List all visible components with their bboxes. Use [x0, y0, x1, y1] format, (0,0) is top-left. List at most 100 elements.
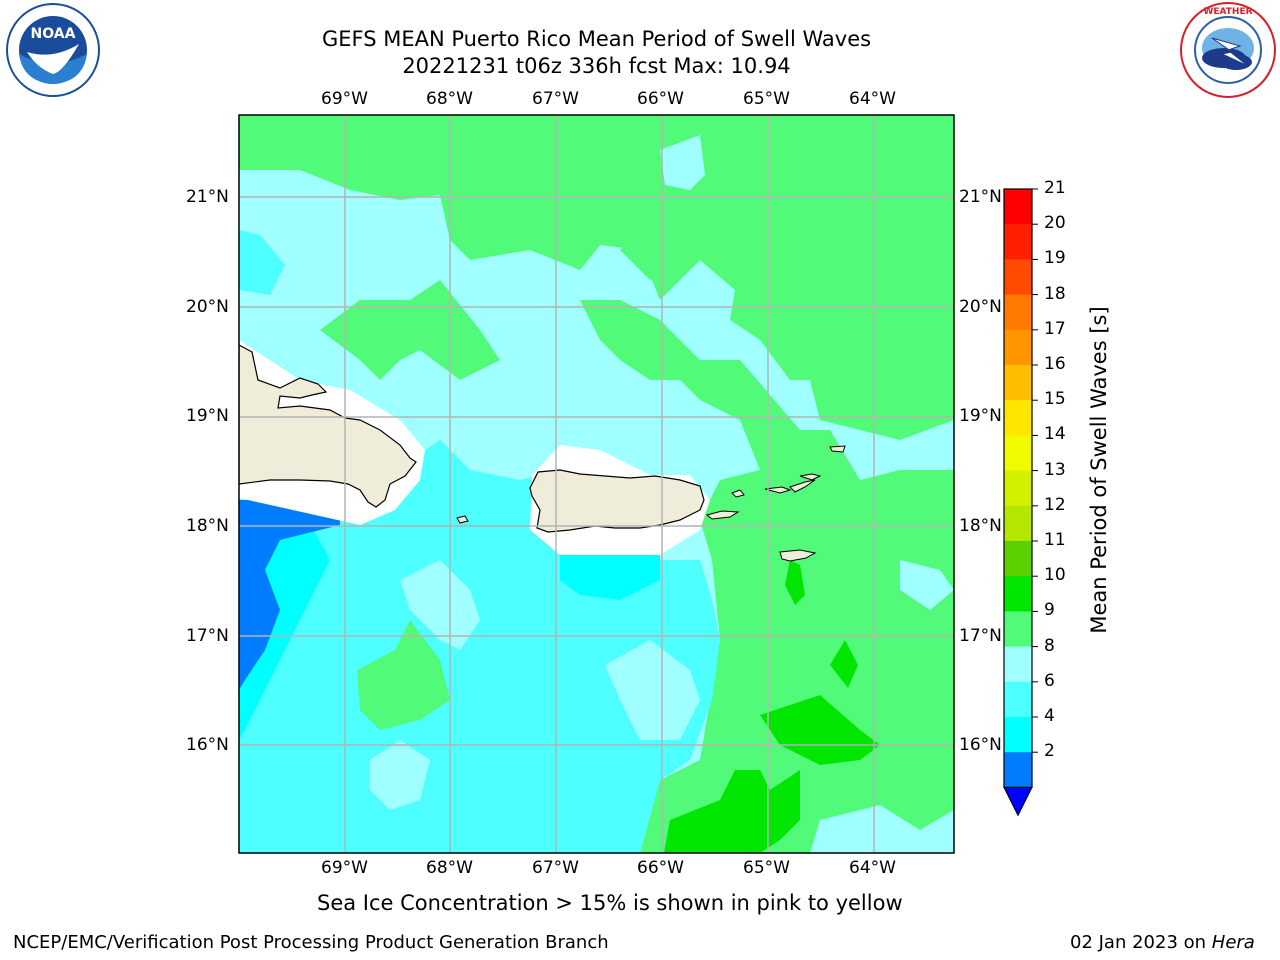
lat-label-left: 21°N [186, 187, 229, 207]
lon-label-top: 69°W [321, 89, 368, 109]
lat-label-right: 17°N [959, 626, 1002, 646]
st-croix-island [779, 549, 817, 562]
field-8-9 [605, 640, 700, 740]
colorbar-segment [1004, 576, 1032, 612]
lat-label-right: 21°N [959, 187, 1002, 207]
lon-label-top: 65°W [743, 89, 790, 109]
field-8-9 [810, 805, 954, 853]
field-9-10 [357, 620, 450, 730]
lat-label-left: 18°N [186, 516, 229, 536]
virgin-islands [799, 473, 822, 481]
lon-label-top: 64°W [849, 89, 896, 109]
lon-label-top: 67°W [532, 89, 579, 109]
plot-title-line1: GEFS MEAN Puerto Rico Mean Period of Swe… [321, 27, 872, 51]
lon-label-top: 68°W [426, 89, 473, 109]
colorbar-frame [1003, 188, 1033, 789]
lon-label-bottom: 66°W [637, 858, 684, 878]
colorbar-segment [1004, 611, 1032, 648]
virgin-islands [789, 479, 816, 493]
colorbar-segment [1004, 470, 1032, 507]
lat-label-right: 20°N [959, 297, 1002, 317]
colorbar-tick-label: 13 [1044, 459, 1066, 480]
colorbar-segment [1004, 505, 1032, 542]
colorbar-segment [1004, 752, 1032, 788]
host-name: Hera [1211, 932, 1255, 953]
puerto-rico-land [529, 469, 705, 533]
field-6-8 [239, 230, 285, 295]
field-8-9 [660, 135, 705, 190]
field-10-11 [785, 560, 805, 605]
noaa-logo-text: NOAA [31, 26, 76, 42]
noaa-logo: NOAA [3, 2, 103, 98]
lat-label-right: 19°N [959, 406, 1002, 426]
credit-text: NCEP/EMC/Verification Post Processing Pr… [13, 932, 609, 953]
colorbar-tick-label: 10 [1044, 565, 1066, 586]
colorbar-tick-label: 18 [1044, 283, 1066, 304]
colorbar-segment [1004, 681, 1032, 718]
colorbar-segment [1004, 400, 1032, 436]
field-8-9 [370, 740, 430, 810]
colorbar-segment [1004, 717, 1032, 753]
field-9-10 [620, 220, 700, 280]
date-label: 02 Jan 2023 on [1070, 932, 1212, 953]
colorbar-tick-label: 8 [1044, 635, 1055, 656]
colorbar-tick-label: 12 [1044, 494, 1066, 515]
field-8-9 [400, 560, 480, 650]
colorbar-tick-label: 20 [1044, 213, 1066, 234]
colorbar-segment [1004, 294, 1032, 331]
field-9-10 [580, 300, 954, 853]
colorbar-tick-label: 19 [1044, 248, 1066, 269]
plot-title-line2: 20221231 t06z 336h fcst Max: 10.94 [402, 54, 791, 78]
lon-label-bottom: 69°W [321, 858, 368, 878]
colorbar-segment [1004, 259, 1032, 296]
colorbar-segment [1004, 646, 1032, 683]
colorbar-segment [1004, 365, 1032, 401]
map-frame [238, 114, 955, 854]
colorbar-tick-label: 9 [1044, 600, 1055, 621]
field-4-6 [560, 555, 660, 600]
hispaniola-land [239, 344, 417, 508]
virgin-islands [764, 486, 792, 494]
culebra-island [731, 489, 745, 498]
lat-label-right: 16°N [959, 735, 1002, 755]
colorbar-label: Mean Period of Swell Waves [s] [1087, 306, 1111, 634]
lon-label-bottom: 68°W [426, 858, 473, 878]
field-10-11 [664, 770, 800, 853]
colorbar-tick-label: 14 [1044, 424, 1066, 445]
field-10-11 [830, 640, 858, 688]
nws-logo: WEATHER [1178, 0, 1278, 100]
lat-label-left: 19°N [186, 406, 229, 426]
lat-label-right: 18°N [959, 516, 1002, 536]
colorbar-tick-label: 21 [1044, 178, 1066, 198]
colorbar-tick-label: 2 [1044, 741, 1055, 762]
colorbar-tick-label: 17 [1044, 318, 1066, 339]
sea-ice-note: Sea Ice Concentration > 15% is shown in … [317, 891, 903, 915]
lon-label-bottom: 65°W [743, 858, 790, 878]
lon-label-top: 66°W [637, 89, 684, 109]
colorbar-tick-label: 15 [1044, 389, 1066, 410]
colorbar-tick-label: 11 [1044, 530, 1066, 550]
field-9-10 [320, 280, 500, 380]
field-8-9 [900, 560, 954, 610]
colorbar-segment [1004, 189, 1032, 225]
colorbar-tick-label: 16 [1044, 354, 1066, 374]
vieques-island [705, 510, 740, 520]
lon-label-bottom: 64°W [849, 858, 896, 878]
svg-text:WEATHER: WEATHER [1203, 7, 1252, 17]
colorbar-tick-label: 4 [1044, 706, 1055, 726]
colorbar-segment [1004, 329, 1032, 366]
colorbar-segment [1004, 541, 1032, 577]
field-6-8 [239, 440, 720, 853]
lat-label-left: 20°N [186, 297, 229, 317]
colorbar-tick-label: 6 [1044, 670, 1055, 691]
colorbar-segment [1004, 224, 1032, 260]
field-10-11 [760, 695, 880, 765]
lat-label-left: 17°N [186, 626, 229, 646]
lon-label-bottom: 67°W [532, 858, 579, 878]
mona-island [456, 515, 469, 524]
field-2-4 [239, 500, 340, 690]
date-text: 02 Jan 2023 on Hera [1070, 932, 1255, 953]
anegada-island [829, 445, 846, 453]
